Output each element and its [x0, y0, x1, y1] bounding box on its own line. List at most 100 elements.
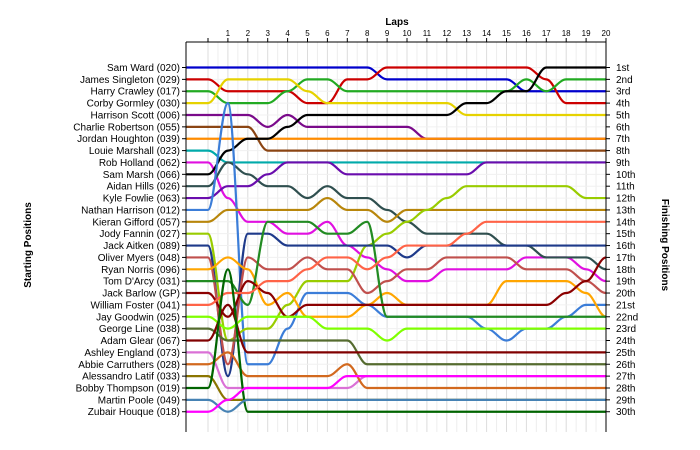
finish-position-label: 18th — [616, 265, 635, 276]
start-position-label: Sam Marsh (066) — [103, 170, 180, 181]
lap-tick-label: 1 — [226, 29, 231, 38]
series-line-8 — [186, 149, 606, 164]
finish-position-label: 28th — [616, 383, 635, 394]
finish-position-label: 14th — [616, 217, 635, 228]
finish-position-label: 11th — [616, 182, 635, 193]
finish-position-label: 6th — [616, 122, 630, 133]
finish-position-label: 4th — [616, 99, 630, 110]
series-line-6 — [186, 125, 606, 152]
finish-position-label: 17th — [616, 253, 635, 264]
finish-position-label: 22nd — [616, 312, 638, 323]
series-line-4 — [186, 78, 606, 117]
start-position-label: Jordan Houghton (039) — [77, 134, 180, 145]
lap-tick-label: 9 — [385, 29, 390, 38]
lap-tick-label: 4 — [285, 29, 290, 38]
lap-tick-label: 5 — [305, 29, 310, 38]
start-position-label: Jay Goodwin (025) — [96, 312, 180, 323]
finish-position-label: 8th — [616, 146, 630, 157]
lap-tick-label: 10 — [403, 29, 412, 38]
finish-position-label: 29th — [616, 395, 635, 406]
finish-position-label: 25th — [616, 348, 635, 359]
lap-tick-label: 15 — [502, 29, 511, 38]
series-line-26 — [186, 351, 606, 390]
finishing-position-labels: 1st2nd3rd4th5th6th7th8th9th10th11th12th1… — [616, 63, 638, 418]
start-position-label: Martin Poole (049) — [98, 395, 180, 406]
start-position-label: Tom D'Arcy (031) — [103, 277, 180, 288]
start-position-label: Corby Gormley (030) — [87, 99, 180, 110]
series-line-14 — [186, 196, 606, 223]
lap-tick-label: 6 — [325, 29, 330, 38]
lap-tick-label: 14 — [482, 29, 491, 38]
start-position-label: Ryan Norris (096) — [101, 265, 180, 276]
start-position-label: Bobby Thompson (019) — [76, 383, 180, 394]
finish-position-label: 24th — [616, 336, 635, 347]
finish-position-label: 16th — [616, 241, 635, 252]
series-line-3 — [186, 78, 606, 105]
starting-position-labels: Sam Ward (020)James Singleton (029)Harry… — [73, 63, 180, 418]
lap-tick-label: 2 — [246, 29, 251, 38]
y-axis-label-right: Finishing Positions — [659, 199, 670, 292]
lap-tick-label: 8 — [365, 29, 370, 38]
start-position-label: Harry Crawley (017) — [91, 87, 180, 98]
finish-position-label: 21st — [616, 300, 635, 311]
finish-position-label: 5th — [616, 110, 630, 121]
lap-tick-label: 16 — [522, 29, 531, 38]
finish-position-label: 19th — [616, 277, 635, 288]
series-line-30 — [186, 375, 606, 413]
lap-tick-label: 12 — [442, 29, 451, 38]
finish-position-label: 23rd — [616, 324, 636, 335]
finish-position-label: 3rd — [616, 87, 630, 98]
series-line-20 — [186, 256, 607, 318]
lap-tick-label: 7 — [345, 29, 350, 38]
series-lines — [186, 66, 607, 413]
lap-tick-label: 13 — [462, 29, 471, 38]
series-line-28 — [186, 268, 606, 413]
series-line-19 — [186, 220, 606, 318]
lap-tick-label: 18 — [562, 29, 571, 38]
finish-position-label: 12th — [616, 194, 635, 205]
finish-position-label: 2nd — [616, 75, 633, 86]
series-line-10 — [186, 66, 606, 176]
finish-position-label: 7th — [616, 134, 630, 145]
lap-tick-labels: 1 2 3 4 5 6 7 8 9 10 11 12 13 14 15 16 17 18 19 20 — [226, 29, 611, 38]
start-position-label: Harrison Scott (006) — [91, 110, 180, 121]
start-position-label: William Foster (041) — [91, 300, 180, 311]
series-line-16 — [186, 232, 606, 378]
start-position-label: Aidan Hills (026) — [107, 182, 180, 193]
plot-grid — [186, 42, 607, 432]
y-axis-label-left: Starting Positions — [23, 202, 34, 288]
finish-position-label: 1st — [616, 63, 630, 74]
lap-tick-label: 19 — [582, 29, 591, 38]
start-position-label: Oliver Myers (048) — [98, 253, 180, 264]
start-position-label: Ashley England (073) — [84, 348, 180, 359]
finish-position-label: 15th — [616, 229, 635, 240]
start-position-label: Adam Glear (067) — [101, 336, 180, 347]
series-line-23 — [186, 327, 606, 366]
series-line-15 — [186, 185, 606, 342]
start-position-label: Kieran Gifford (057) — [92, 217, 180, 228]
lap-tick-label: 17 — [542, 29, 551, 38]
start-position-label: Nathan Harrison (012) — [81, 205, 180, 216]
series-line-24 — [186, 303, 606, 354]
series-line-2 — [186, 66, 606, 105]
series-line-17 — [186, 256, 607, 366]
finish-position-label: 20th — [616, 289, 635, 300]
start-position-label: Rob Holland (062) — [99, 158, 180, 169]
series-line-1 — [186, 66, 606, 93]
series-line-25 — [186, 351, 606, 390]
lap-tick-label: 3 — [265, 29, 270, 38]
chart-title: Laps — [385, 17, 409, 28]
series-line-12 — [186, 161, 606, 200]
start-position-label: Abbie Carruthers (028) — [78, 360, 180, 371]
start-position-label: George Line (038) — [99, 324, 180, 335]
finish-position-label: 30th — [616, 407, 635, 418]
lap-tick-label: 11 — [423, 29, 432, 38]
start-position-label: Kyle Fowlie (063) — [103, 194, 180, 205]
finish-position-label: 27th — [616, 372, 635, 383]
series-line-22 — [186, 315, 606, 342]
start-position-label: Jack Aitken (089) — [103, 241, 180, 252]
start-position-label: James Singleton (029) — [80, 75, 180, 86]
finish-position-label: 26th — [616, 360, 635, 371]
start-position-label: Jack Barlow (GP) — [102, 289, 180, 300]
